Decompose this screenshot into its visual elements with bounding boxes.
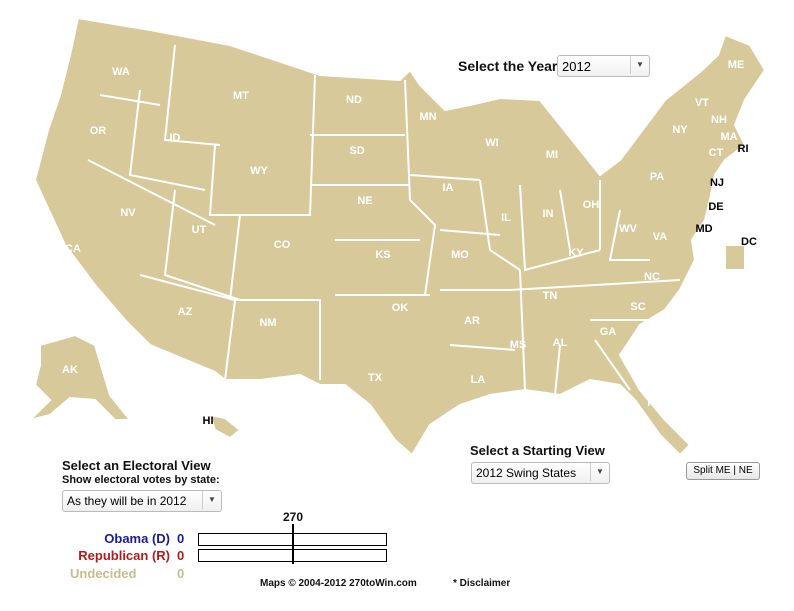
state-il[interactable]: IL: [501, 212, 511, 224]
state-me[interactable]: ME: [727, 59, 745, 71]
state-ny[interactable]: NY: [672, 124, 688, 136]
republican-progress-bar: [198, 549, 387, 562]
state-fl[interactable]: FL: [647, 397, 661, 409]
state-id[interactable]: ID: [169, 132, 181, 144]
state-nc[interactable]: NC: [644, 271, 660, 283]
obama-label: Obama (D): [104, 531, 170, 546]
state-vt[interactable]: VT: [694, 97, 710, 109]
state-la[interactable]: LA: [470, 374, 486, 386]
electoral-view-select[interactable]: As they will be in 2012 ▼: [62, 490, 222, 512]
state-wv[interactable]: WV: [619, 223, 637, 235]
copyright-text: Maps © 2004-2012 270toWin.com: [260, 578, 417, 589]
state-ne[interactable]: NE: [357, 195, 373, 207]
undecided-label: Undecided: [70, 566, 137, 581]
threshold-label: 270: [283, 510, 304, 524]
starting-view-select[interactable]: 2012 Swing States ▼: [471, 462, 610, 484]
electoral-view-sublabel: Show electoral votes by state:: [62, 474, 220, 486]
republican-label: Republican (R): [78, 548, 170, 563]
state-in[interactable]: IN: [542, 208, 554, 220]
state-ak[interactable]: AK: [62, 364, 78, 376]
state-borders: [87, 44, 681, 396]
dc-shape[interactable]: [724, 244, 746, 271]
state-wi[interactable]: WI: [485, 137, 499, 149]
state-wa[interactable]: WA: [112, 66, 130, 78]
state-hi[interactable]: HI: [202, 415, 214, 427]
state-sd[interactable]: SD: [349, 145, 365, 157]
state-nj[interactable]: NJ: [709, 177, 725, 189]
state-mi[interactable]: MI: [545, 149, 559, 161]
year-selector-label: Select the Year: [458, 58, 558, 74]
state-md[interactable]: MD: [695, 223, 713, 235]
state-mn[interactable]: MN: [419, 111, 437, 123]
republican-count: 0: [177, 548, 185, 563]
state-nm[interactable]: NM: [259, 317, 277, 329]
state-ms[interactable]: MS: [509, 339, 527, 351]
state-tx[interactable]: TX: [367, 372, 383, 384]
state-va[interactable]: VA: [652, 231, 668, 243]
state-al[interactable]: AL: [552, 337, 568, 349]
year-select-value: 2012: [562, 59, 591, 74]
electoral-view-value: As they will be in 2012: [67, 494, 187, 508]
electoral-view-label: Select an Electoral View: [62, 458, 211, 473]
state-nd[interactable]: ND: [346, 94, 362, 106]
alaska-shape[interactable]: [26, 333, 133, 422]
state-oh[interactable]: OH: [582, 199, 600, 211]
state-ct[interactable]: CT: [708, 147, 724, 159]
state-co[interactable]: CO: [273, 239, 291, 251]
undecided-count: 0: [177, 566, 185, 581]
state-wy[interactable]: WY: [250, 165, 268, 177]
state-ma[interactable]: MA: [720, 131, 738, 143]
state-ar[interactable]: AR: [464, 315, 480, 327]
state-nv[interactable]: NV: [120, 207, 136, 219]
state-nh[interactable]: NH: [711, 114, 727, 126]
state-ky[interactable]: KY: [568, 247, 584, 259]
state-ks[interactable]: KS: [375, 249, 391, 261]
state-ri[interactable]: RI: [737, 143, 749, 155]
state-pa[interactable]: PA: [649, 171, 665, 183]
state-ia[interactable]: IA: [442, 182, 454, 194]
starting-view-label: Select a Starting View: [470, 443, 605, 458]
state-mt[interactable]: MT: [233, 90, 249, 102]
state-dc[interactable]: DC: [741, 236, 757, 248]
threshold-marker: [292, 524, 294, 564]
disclaimer-link[interactable]: * Disclaimer: [453, 578, 511, 589]
state-mo[interactable]: MO: [451, 249, 469, 261]
hawaii-shape[interactable]: [208, 413, 242, 440]
state-sc[interactable]: SC: [630, 301, 646, 313]
state-ga[interactable]: GA: [599, 326, 617, 338]
state-ca[interactable]: CA: [65, 243, 81, 255]
chevron-down-icon: ▼: [202, 491, 221, 509]
state-ok[interactable]: OK: [391, 302, 409, 314]
year-select[interactable]: 2012 ▼: [557, 55, 650, 77]
starting-view-value: 2012 Swing States: [476, 466, 577, 480]
obama-count: 0: [177, 531, 185, 546]
contiguous-us-shape[interactable]: [33, 16, 767, 457]
state-tn[interactable]: TN: [542, 290, 558, 302]
state-de[interactable]: DE: [708, 201, 724, 213]
chevron-down-icon: ▼: [590, 463, 609, 481]
state-or[interactable]: OR: [89, 125, 107, 137]
split-me-ne-button[interactable]: Split ME | NE: [686, 462, 760, 480]
obama-progress-bar: [198, 533, 387, 546]
state-az[interactable]: AZ: [177, 306, 193, 318]
chevron-down-icon: ▼: [630, 56, 649, 74]
state-ut[interactable]: UT: [191, 224, 207, 236]
